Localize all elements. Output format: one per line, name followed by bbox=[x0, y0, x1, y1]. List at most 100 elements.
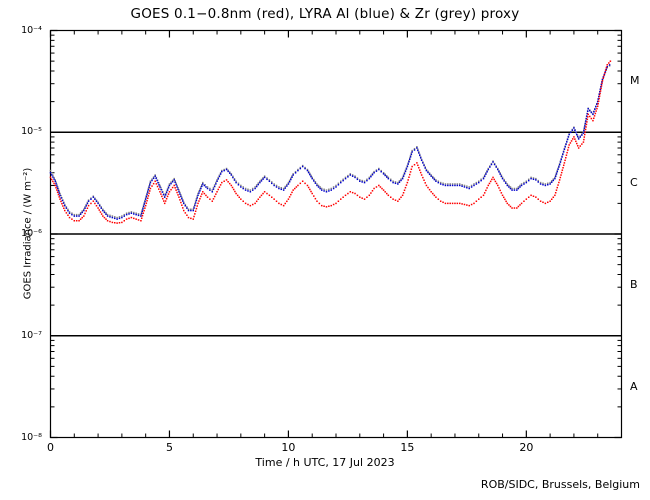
data-point bbox=[384, 174, 386, 177]
data-point bbox=[486, 170, 488, 172]
data-point bbox=[563, 148, 566, 151]
data-point bbox=[78, 215, 80, 217]
y-tick-label-4: 10⁻⁴ bbox=[21, 24, 42, 36]
data-point bbox=[404, 169, 407, 172]
data-point bbox=[379, 186, 382, 188]
data-point bbox=[230, 173, 233, 175]
data-point bbox=[419, 171, 422, 174]
data-point bbox=[287, 183, 290, 185]
x-tick-label-2: 10 bbox=[281, 441, 296, 454]
data-point bbox=[49, 169, 52, 172]
data-point bbox=[235, 180, 237, 182]
data-point bbox=[505, 200, 507, 203]
data-point bbox=[332, 186, 335, 188]
data-point bbox=[228, 171, 231, 173]
data-point bbox=[397, 183, 399, 185]
data-point bbox=[397, 181, 399, 184]
data-point bbox=[273, 198, 275, 200]
data-point bbox=[105, 218, 107, 220]
data-point bbox=[581, 143, 583, 145]
data-point bbox=[141, 210, 144, 212]
data-point bbox=[527, 178, 530, 181]
data-point bbox=[67, 208, 69, 211]
data-point bbox=[502, 196, 505, 199]
data-point bbox=[83, 208, 85, 211]
x-axis-label: Time / h UTC, 17 Jul 2023 bbox=[255, 456, 395, 469]
data-point bbox=[181, 197, 183, 200]
data-point bbox=[190, 209, 192, 212]
data-point bbox=[404, 186, 407, 189]
data-point bbox=[342, 196, 344, 198]
data-point bbox=[527, 179, 530, 182]
data-point bbox=[75, 215, 78, 217]
data-point bbox=[596, 105, 599, 108]
data-point bbox=[602, 76, 605, 78]
data-point bbox=[174, 187, 176, 189]
data-point bbox=[135, 218, 137, 220]
data-point bbox=[168, 191, 171, 193]
data-point bbox=[212, 188, 215, 190]
data-point bbox=[590, 117, 593, 120]
chart-title: GOES 0.1−0.8nm (red), LYRA Al (blue) & Z… bbox=[130, 6, 520, 22]
data-point bbox=[604, 69, 607, 71]
data-point bbox=[511, 189, 513, 191]
data-point bbox=[530, 194, 532, 197]
data-point bbox=[141, 209, 144, 211]
data-point bbox=[92, 196, 95, 198]
data-point bbox=[190, 208, 192, 211]
data-point bbox=[54, 179, 57, 181]
data-point bbox=[187, 216, 190, 219]
data-point bbox=[97, 202, 99, 205]
data-point bbox=[307, 171, 310, 174]
data-point bbox=[60, 197, 62, 199]
data-point bbox=[489, 165, 491, 167]
data-point bbox=[94, 202, 96, 205]
data-point bbox=[435, 196, 437, 198]
data-point bbox=[57, 193, 60, 196]
data-point bbox=[166, 188, 169, 190]
data-point bbox=[497, 168, 499, 171]
data-point bbox=[291, 175, 293, 177]
data-point bbox=[473, 183, 475, 185]
data-point bbox=[576, 145, 579, 147]
data-point bbox=[480, 178, 482, 181]
data-point bbox=[164, 200, 167, 202]
data-point bbox=[475, 181, 478, 184]
data-point bbox=[238, 196, 240, 199]
data-point bbox=[519, 184, 521, 187]
data-point bbox=[417, 149, 419, 152]
data-point bbox=[232, 188, 235, 191]
data-point bbox=[175, 183, 177, 186]
data-point bbox=[81, 211, 83, 214]
data-point bbox=[60, 194, 62, 197]
data-point bbox=[587, 116, 589, 118]
data-point bbox=[263, 176, 266, 179]
data-point bbox=[177, 188, 179, 191]
data-point bbox=[410, 168, 413, 170]
data-point bbox=[233, 178, 236, 180]
data-point bbox=[83, 215, 85, 217]
data-point bbox=[403, 189, 406, 191]
y-tick-label-1: 10⁻⁷ bbox=[21, 329, 42, 341]
data-point bbox=[58, 190, 60, 192]
data-point bbox=[370, 192, 372, 194]
data-point bbox=[487, 168, 490, 171]
data-point bbox=[144, 198, 147, 200]
data-point bbox=[563, 162, 566, 164]
data-point bbox=[249, 189, 252, 191]
data-point bbox=[516, 189, 518, 191]
data-point bbox=[244, 189, 247, 191]
data-point bbox=[159, 184, 161, 187]
data-point bbox=[398, 180, 401, 182]
data-point bbox=[198, 200, 200, 202]
data-point bbox=[194, 210, 197, 212]
data-point bbox=[133, 217, 135, 220]
data-point bbox=[55, 181, 57, 183]
data-point bbox=[442, 201, 444, 204]
data-point bbox=[378, 184, 380, 187]
data-point bbox=[254, 202, 256, 205]
data-point bbox=[275, 200, 278, 203]
data-point bbox=[371, 172, 374, 175]
data-point bbox=[451, 202, 454, 205]
data-point bbox=[555, 189, 558, 191]
